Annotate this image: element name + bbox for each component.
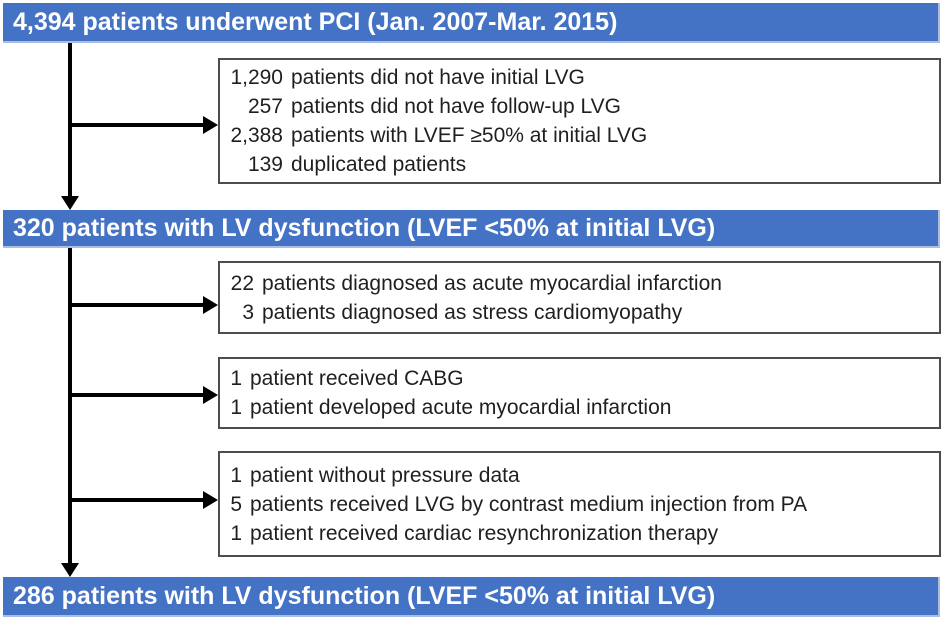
exclusion-count: 1 (230, 367, 242, 390)
exclusion-reason: patient received CABG (250, 367, 464, 390)
arrow-branch-4-head-icon (203, 491, 218, 509)
exclusion-box-diagnosis: 22 patients diagnosed as acute myocardia… (218, 261, 941, 334)
exclusion-reason: patient developed acute myocardial infar… (250, 396, 672, 419)
arrow-down-2-shaft (68, 248, 72, 564)
arrow-branch-2-head-icon (203, 296, 218, 314)
bar-lv-dysfunction-286: 286 patients with LV dysfunction (LVEF <… (3, 577, 940, 617)
exclusion-box-data-quality: 1 patient without pressure data 5 patien… (218, 451, 941, 557)
exclusion-count: 22 (230, 271, 254, 295)
exclusion-line: 5 patients received LVG by contrast medi… (230, 490, 931, 519)
exclusion-reason: patients diagnosed as acute myocardial i… (262, 271, 722, 295)
exclusion-count: 1,290 (230, 66, 283, 89)
arrow-branch-4-shaft (70, 498, 203, 502)
exclusion-reason: patients did not have initial LVG (291, 66, 585, 89)
exclusion-count: 5 (230, 492, 242, 516)
arrow-branch-3-head-icon (203, 386, 218, 404)
exclusion-line: 1 patient received cardiac resynchroniza… (230, 519, 931, 548)
exclusion-line: 257 patients did not have follow-up LVG (230, 92, 931, 121)
arrow-branch-3-shaft (70, 393, 203, 397)
arrow-down-1-shaft (68, 43, 72, 197)
exclusion-count: 1 (230, 463, 242, 487)
exclusion-count: 257 (247, 95, 283, 118)
exclusion-line: 1,290 patients did not have initial LVG (230, 63, 931, 92)
exclusion-line: 22 patients diagnosed as acute myocardia… (230, 269, 931, 298)
arrow-down-1-head-icon (61, 196, 79, 210)
exclusion-reason: patients received LVG by contrast medium… (250, 492, 808, 516)
exclusion-reason: patient without pressure data (250, 463, 520, 487)
exclusion-count: 139 (247, 153, 283, 176)
exclusion-count: 2,388 (230, 124, 283, 147)
arrow-branch-2-shaft (70, 303, 203, 307)
arrow-down-2-head-icon (61, 563, 79, 577)
exclusion-reason: duplicated patients (291, 153, 467, 176)
exclusion-count: 3 (242, 300, 254, 324)
exclusion-box-initial-screening: 1,290 patients did not have initial LVG … (218, 58, 941, 184)
exclusion-line: 3 patients diagnosed as stress cardiomyo… (230, 298, 931, 327)
arrow-branch-1-head-icon (203, 116, 218, 134)
exclusion-reason: patient received cardiac resynchronizati… (250, 521, 719, 545)
exclusion-line: 1 patient without pressure data (230, 461, 931, 490)
exclusion-count: 1 (230, 396, 242, 419)
exclusion-line: 2,388 patients with LVEF ≥50% at initial… (230, 121, 931, 150)
exclusion-line: 1 patient developed acute myocardial inf… (230, 393, 931, 422)
arrow-branch-1-shaft (70, 123, 203, 127)
exclusion-line: 139 duplicated patients (230, 150, 931, 179)
exclusion-count: 1 (230, 521, 242, 545)
exclusion-reason: patients did not have follow-up LVG (291, 95, 621, 118)
exclusion-box-events: 1 patient received CABG 1 patient develo… (218, 357, 941, 429)
exclusion-line: 1 patient received CABG (230, 364, 931, 393)
exclusion-reason: patients with LVEF ≥50% at initial LVG (291, 124, 648, 147)
bar-total-pci-patients: 4,394 patients underwent PCI (Jan. 2007-… (3, 3, 940, 43)
exclusion-reason: patients diagnosed as stress cardiomyopa… (262, 300, 683, 324)
bar-lv-dysfunction-320: 320 patients with LV dysfunction (LVEF <… (3, 210, 940, 248)
